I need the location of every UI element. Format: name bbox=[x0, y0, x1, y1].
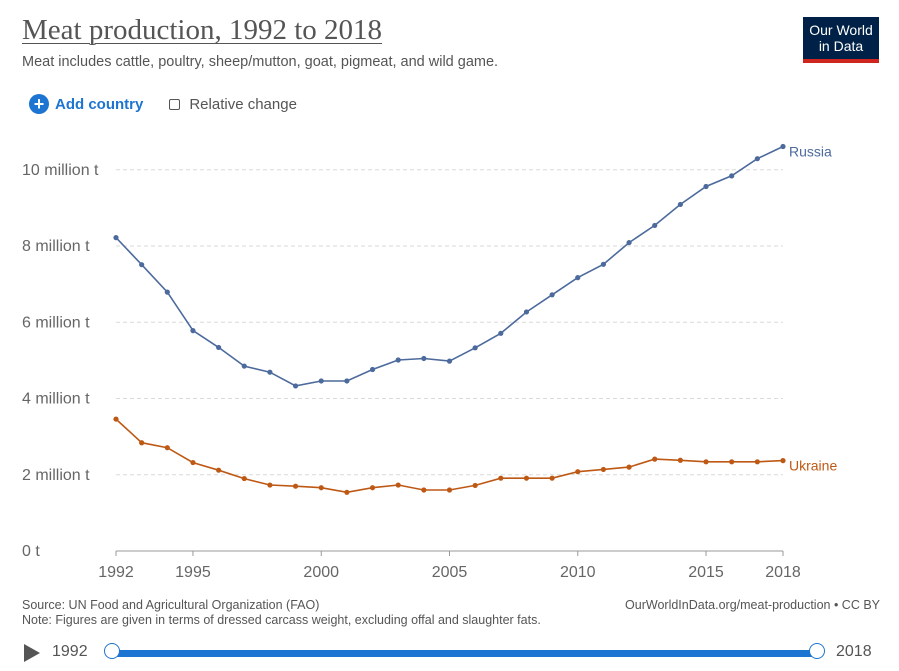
data-point-russia bbox=[446, 358, 453, 364]
timeline: 1992 2018 bbox=[0, 640, 899, 668]
data-point-ukraine bbox=[190, 459, 196, 466]
series-lines: Russia Ukraine bbox=[113, 143, 837, 495]
y-tick-label: 0 t bbox=[22, 543, 40, 560]
x-tick-label: 2018 bbox=[765, 564, 801, 581]
data-point-ukraine bbox=[600, 466, 607, 473]
series-line-russia bbox=[115, 145, 784, 387]
chart-controls: + Add country Relative change bbox=[29, 93, 297, 115]
play-icon[interactable] bbox=[24, 644, 40, 662]
data-point-russia bbox=[241, 363, 247, 369]
y-axis-tick-labels: 0 t 2 million t 4 million t 6 million t 8 mi… bbox=[22, 162, 99, 560]
data-point-ukraine bbox=[703, 459, 709, 465]
chart-footer: Source: UN Food and Agricultural Organiz… bbox=[22, 598, 880, 628]
data-point-russia bbox=[164, 289, 170, 295]
y-tick-label: 2 million t bbox=[22, 467, 90, 484]
line-chart: 0 t 2 million t 4 million t 6 million t 8 mi… bbox=[22, 143, 837, 581]
data-point-russia bbox=[421, 355, 427, 362]
timeline-track[interactable] bbox=[112, 650, 817, 657]
data-point-ukraine bbox=[369, 485, 376, 491]
y-tick-label: 4 million t bbox=[22, 391, 90, 408]
data-point-ukraine bbox=[549, 475, 555, 481]
data-point-russia bbox=[652, 222, 658, 229]
data-point-russia bbox=[344, 378, 350, 384]
data-point-ukraine bbox=[472, 482, 478, 489]
data-point-russia bbox=[498, 330, 504, 336]
data-point-russia bbox=[113, 235, 119, 241]
add-country-button[interactable]: + Add country bbox=[29, 94, 143, 114]
chart-subtitle: Meat includes cattle, poultry, sheep/mut… bbox=[22, 54, 499, 70]
data-point-russia bbox=[292, 383, 299, 389]
data-point-ukraine bbox=[626, 464, 632, 470]
source-text: Source: UN Food and Agricultural Organiz… bbox=[22, 598, 320, 612]
data-point-ukraine bbox=[241, 475, 247, 482]
data-point-russia bbox=[472, 345, 478, 351]
data-point-russia bbox=[216, 344, 222, 351]
data-point-ukraine bbox=[677, 457, 683, 463]
y-tick-label: 6 million t bbox=[22, 314, 90, 331]
note-text: Note: Figures are given in terms of dres… bbox=[22, 613, 541, 627]
data-point-russia bbox=[729, 173, 735, 179]
data-point-ukraine bbox=[164, 445, 170, 451]
chart-title: Meat production, 1992 to 2018 bbox=[22, 14, 383, 46]
data-point-russia bbox=[600, 261, 607, 267]
data-point-russia bbox=[626, 239, 632, 246]
data-point-russia bbox=[318, 378, 324, 384]
x-tick-label: 2005 bbox=[432, 564, 468, 581]
timeline-end-label: 2018 bbox=[836, 643, 872, 660]
data-point-ukraine bbox=[139, 440, 145, 446]
x-tick-label: 1992 bbox=[98, 564, 134, 581]
data-point-ukraine bbox=[421, 487, 427, 493]
data-point-ukraine bbox=[754, 459, 760, 465]
data-point-russia bbox=[575, 275, 581, 281]
plus-circle-icon: + bbox=[29, 94, 49, 114]
data-point-russia bbox=[139, 262, 145, 268]
logo-line-1: Our World bbox=[809, 22, 873, 38]
series-line-ukraine bbox=[115, 418, 784, 494]
data-point-ukraine bbox=[575, 469, 581, 475]
logo-line-2: in Data bbox=[818, 38, 864, 54]
data-point-ukraine bbox=[318, 485, 324, 491]
data-point-russia bbox=[703, 183, 709, 190]
data-point-ukraine bbox=[216, 467, 222, 473]
series-label-ukraine: Ukraine bbox=[789, 458, 837, 474]
data-point-ukraine bbox=[498, 475, 504, 481]
data-point-russia bbox=[754, 156, 760, 162]
timeline-start-handle[interactable] bbox=[104, 643, 120, 659]
data-point-ukraine bbox=[729, 459, 735, 465]
data-point-russia bbox=[267, 369, 273, 375]
x-tick-label: 2015 bbox=[688, 564, 724, 581]
x-tick-label: 2000 bbox=[303, 564, 339, 581]
series-label-russia: Russia bbox=[789, 143, 832, 159]
data-point-ukraine bbox=[780, 458, 786, 464]
data-point-russia bbox=[523, 309, 530, 315]
data-point-russia bbox=[549, 292, 555, 298]
x-tick-label: 1995 bbox=[175, 564, 211, 581]
relative-change-toggle[interactable]: Relative change bbox=[169, 96, 297, 113]
relative-change-label: Relative change bbox=[189, 95, 297, 113]
timeline-start-label: 1992 bbox=[52, 643, 88, 660]
y-tick-label: 8 million t bbox=[22, 238, 90, 255]
x-tick-label: 2010 bbox=[560, 564, 596, 581]
data-point-ukraine bbox=[113, 416, 119, 422]
data-point-russia bbox=[677, 201, 683, 208]
data-point-ukraine bbox=[267, 482, 273, 488]
data-point-ukraine bbox=[292, 483, 299, 489]
data-point-ukraine bbox=[523, 475, 530, 481]
x-axis: 1992 1995 2000 2005 2010 2015 2018 bbox=[98, 551, 801, 581]
data-point-russia bbox=[395, 357, 401, 363]
data-point-ukraine bbox=[652, 456, 658, 462]
data-point-ukraine bbox=[446, 487, 453, 493]
data-point-russia bbox=[780, 143, 786, 150]
timeline-end-handle[interactable] bbox=[809, 643, 825, 659]
data-point-ukraine bbox=[395, 482, 401, 488]
y-tick-label: 10 million t bbox=[22, 162, 99, 179]
data-point-ukraine bbox=[344, 489, 350, 495]
url-license-text[interactable]: OurWorldInData.org/meat-production • CC … bbox=[625, 598, 880, 612]
data-point-russia bbox=[369, 366, 376, 373]
add-country-label: Add country bbox=[55, 95, 144, 113]
data-point-russia bbox=[190, 328, 196, 334]
owid-logo[interactable]: Our World in Data bbox=[803, 17, 879, 63]
checkbox-icon[interactable] bbox=[169, 98, 181, 110]
